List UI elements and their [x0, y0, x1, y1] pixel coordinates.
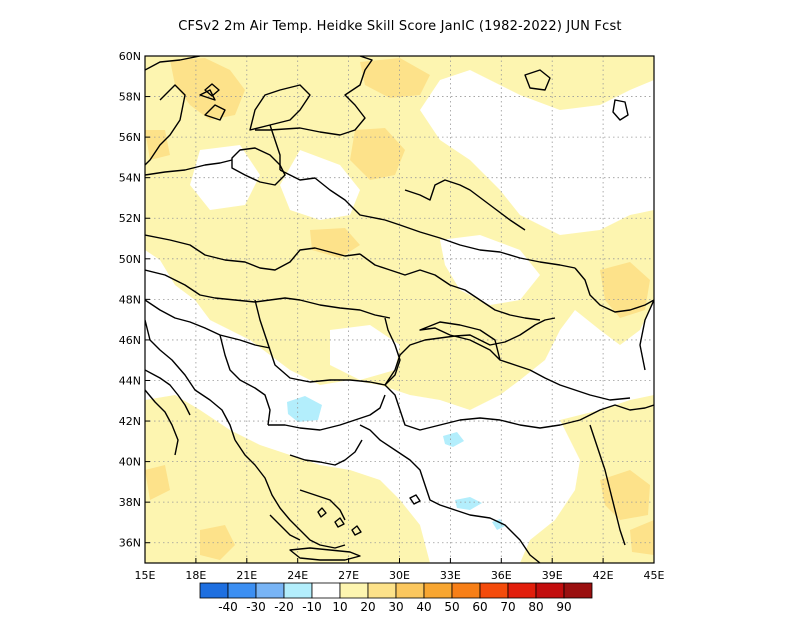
colorbar-swatch	[199, 582, 229, 599]
colorbar-swatch	[367, 582, 397, 599]
negative-skill-region	[492, 519, 505, 530]
positive-skill-region	[250, 215, 440, 330]
colorbar-swatch	[451, 582, 481, 599]
moderate-skill-region	[360, 58, 430, 98]
longitude-tick-label: 27E	[338, 569, 359, 582]
moderate-skill-region	[170, 58, 245, 120]
colorbar-swatch	[479, 582, 509, 599]
coastlines-and-borders	[145, 56, 654, 563]
colorbar-swatch	[395, 582, 425, 599]
latitude-tick-label: 56N	[119, 131, 141, 144]
latitude-tick-label: 60N	[119, 50, 141, 63]
colorbar-swatch	[283, 582, 313, 599]
latitude-tick-label: 58N	[119, 91, 141, 104]
latitude-axis: 36N 38N 40N 42N 44N 46N 48N 50N 52N 54N 56N 58N 60N	[119, 50, 150, 550]
moderate-skill-region	[145, 465, 170, 500]
positive-skill-region	[520, 395, 654, 563]
longitude-tick-label: 24E	[287, 569, 308, 582]
colorbar-swatch	[339, 582, 369, 599]
colorbar-label: 70	[500, 600, 515, 614]
colorbar-label: 90	[556, 600, 571, 614]
colorbar-swatch	[227, 582, 257, 599]
latitude-tick-label: 48N	[119, 293, 141, 306]
longitude-axis: 15E 18E 21E 24E 27E 30E 33E 36E 39E 42E 45E	[135, 558, 665, 582]
latitude-tick-label: 54N	[119, 172, 141, 185]
negative-skill-region	[455, 497, 482, 510]
colorbar-swatch	[311, 582, 341, 599]
colorbar-swatch	[535, 582, 565, 599]
longitude-tick-label: 36E	[491, 569, 512, 582]
colorbar-label: 50	[444, 600, 459, 614]
map-title: CFSv2 2m Air Temp. Heidke Skill Score Ja…	[178, 19, 622, 34]
colorbar-label: -20	[274, 600, 294, 614]
longitude-tick-label: 18E	[185, 569, 206, 582]
latitude-tick-label: 40N	[119, 456, 141, 469]
longitude-tick-label: 33E	[440, 569, 461, 582]
longitude-tick-label: 21E	[236, 569, 257, 582]
colorbar-label: 10	[332, 600, 347, 614]
longitude-tick-label: 15E	[135, 569, 156, 582]
latitude-tick-label: 50N	[119, 253, 141, 266]
colorbar-label: 30	[388, 600, 403, 614]
latitude-tick-label: 36N	[119, 537, 141, 550]
colorbar-label: -30	[246, 600, 266, 614]
latitude-tick-label: 38N	[119, 496, 141, 509]
colorbar-swatch	[507, 582, 537, 599]
colorbar-label: 40	[416, 600, 431, 614]
longitude-tick-label: 42E	[593, 569, 614, 582]
moderate-skill-region	[600, 262, 650, 318]
moderate-skill-region	[600, 470, 650, 520]
colorbar-label: 20	[360, 600, 375, 614]
positive-skill-region	[145, 395, 430, 563]
latitude-tick-label: 44N	[119, 374, 141, 387]
colorbar-label: -40	[218, 600, 238, 614]
colorbar-swatch	[423, 582, 453, 599]
longitude-tick-label: 45E	[644, 569, 665, 582]
negative-skill-region	[443, 432, 464, 447]
latitude-tick-label: 42N	[119, 415, 141, 428]
colorbar-swatch	[563, 582, 593, 599]
colorbar-label: 60	[472, 600, 487, 614]
latitude-tick-label: 46N	[119, 334, 141, 347]
negative-skill-region	[287, 396, 322, 422]
moderate-skill-region	[350, 128, 405, 180]
moderate-skill-region	[630, 520, 654, 555]
longitude-tick-label: 39E	[542, 569, 563, 582]
colorbar-label: 80	[528, 600, 543, 614]
colorbar-label: -10	[302, 600, 322, 614]
colorbar-swatch	[255, 582, 285, 599]
latitude-tick-label: 52N	[119, 212, 141, 225]
longitude-tick-label: 30E	[389, 569, 410, 582]
colorbar: -40 -30 -20 -10 10 20 30 40 50 60 70 80 90	[199, 582, 593, 614]
